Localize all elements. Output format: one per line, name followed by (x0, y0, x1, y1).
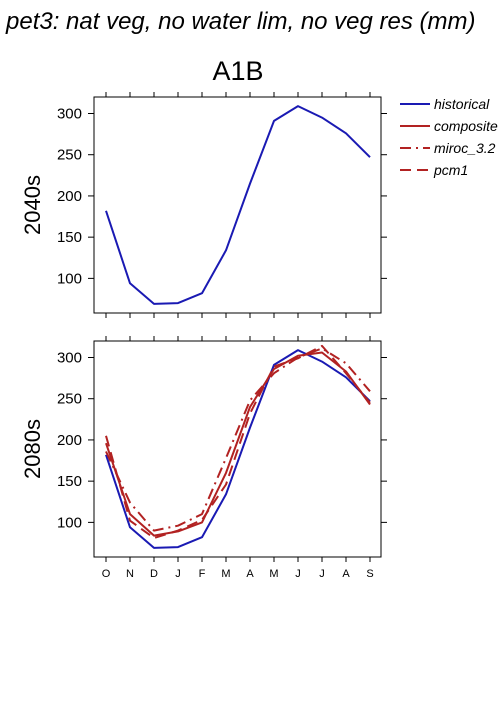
x-tick-label: D (150, 568, 158, 580)
row-label: 2040s (20, 175, 45, 235)
x-tick-label: J (295, 568, 301, 580)
y-tick-label: 200 (57, 188, 82, 205)
scenario-title: A1B (212, 56, 263, 86)
legend: historical composite miroc_3.2 pcm1 (400, 96, 498, 178)
row-label: 2080s (20, 419, 45, 479)
y-tick-label: 300 (57, 105, 82, 122)
plot-frame (93, 340, 382, 558)
x-tick-label: M (269, 568, 278, 580)
legend-label: pcm1 (433, 162, 468, 178)
y-tick-label: 200 (57, 432, 82, 449)
legend-label: historical (434, 96, 490, 112)
x-tick-label: S (366, 568, 373, 580)
panel-2040s: 100 150 200 250 300 2040s (20, 92, 387, 318)
y-tick-label: 100 (57, 514, 82, 531)
y-tick-label: 250 (57, 391, 82, 408)
y-tick-label: 250 (57, 147, 82, 164)
legend-label: composite (434, 118, 498, 134)
series-line-composite (105, 351, 371, 537)
x-tick-label: A (342, 568, 350, 580)
x-tick-label: F (199, 568, 206, 580)
y-tick-label: 300 (57, 349, 82, 366)
y-tick-label: 150 (57, 473, 82, 490)
x-tick-label: J (175, 568, 181, 580)
x-tick-label: N (126, 568, 134, 580)
x-tick-label: A (246, 568, 254, 580)
x-tick-label: O (102, 568, 111, 580)
panel-2080s: 100 150 200 250 300 2080s (20, 336, 387, 562)
series-line-pcm1 (105, 344, 371, 539)
y-tick-label: 150 (57, 229, 82, 246)
legend-label: miroc_3.2 (434, 140, 496, 156)
y-tick-label: 100 (57, 270, 82, 287)
series-line-historical (105, 349, 371, 549)
chart-title: pet3: nat veg, no water lim, no veg res … (5, 8, 476, 35)
x-tick-label: M (221, 568, 230, 580)
series-line-miroc-3-2 (105, 347, 371, 532)
x-tick-label: J (319, 568, 325, 580)
series-line-historical (105, 105, 371, 305)
plot-frame (93, 96, 382, 314)
